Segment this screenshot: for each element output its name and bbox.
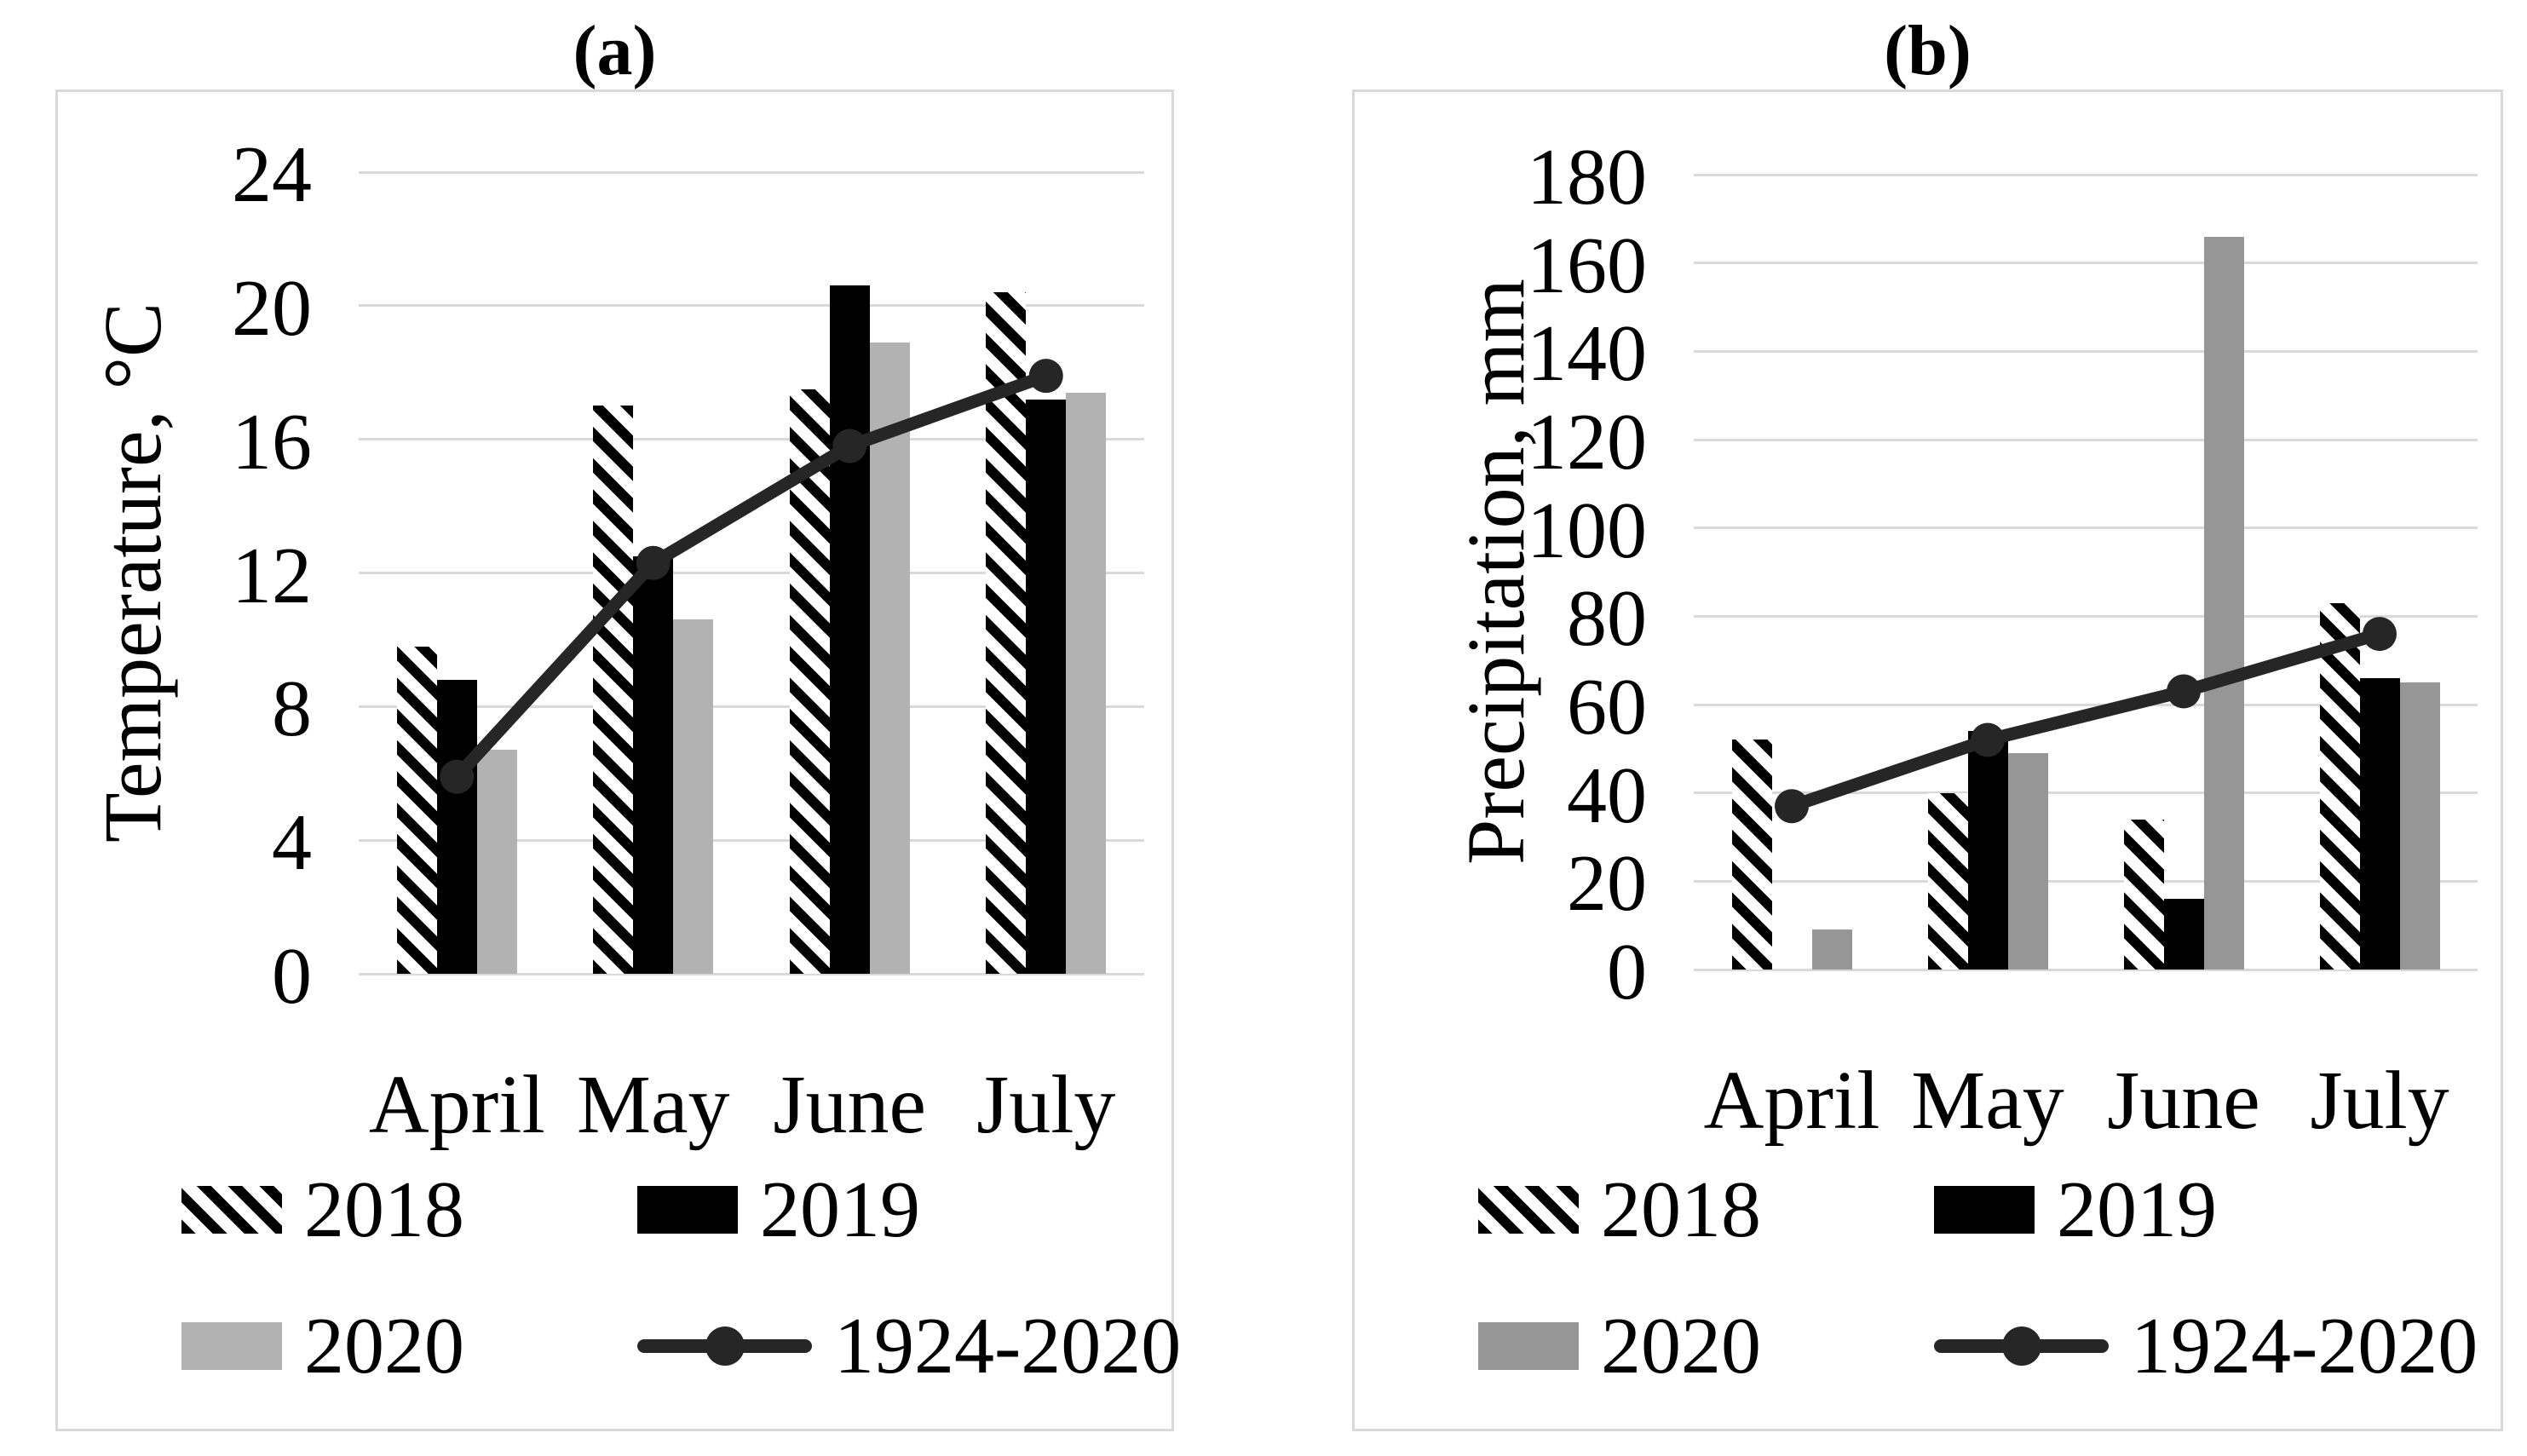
panel-a: Temperature, °C 24 20 16 12 8 4 0 April May June J… <box>55 89 1181 1431</box>
bar-2019-june <box>829 285 870 974</box>
bar-2019-may <box>633 555 674 974</box>
bar-2020-may <box>2007 753 2048 970</box>
legend-item-2018: 2018 <box>1478 1170 1761 1250</box>
y-tick-label: 0 <box>272 932 312 1021</box>
plot-area <box>359 170 1144 975</box>
legend-swatch-2019 <box>1934 1186 2035 1234</box>
bar-2020-july <box>1066 392 1107 974</box>
legend-item-1924-2020: 1924-2020 <box>1934 1306 2478 1386</box>
data-point-marker <box>1028 359 1063 394</box>
legend-label: 2019 <box>2057 1165 2217 1254</box>
x-tick-label: July <box>976 1059 1116 1151</box>
legend-label: 2020 <box>1601 1302 1761 1390</box>
legend-label: 2018 <box>304 1165 464 1254</box>
y-tick-label: 16 <box>232 397 312 486</box>
panel-b: Precipitation, mm 180 160 140 120 100 80 60 40 2… <box>1352 89 2503 1431</box>
y-tick-label: 0 <box>1607 928 1647 1016</box>
gridline <box>1694 173 2478 176</box>
y-tick-label: 4 <box>272 798 312 888</box>
panel-b-title: (b) <box>1884 11 1972 90</box>
gridline <box>1694 349 2478 353</box>
bar-2018-july <box>2319 602 2360 970</box>
legend-line-marker <box>705 1327 745 1366</box>
y-tick-label: 80 <box>1567 574 1647 664</box>
bar-2018-june <box>2123 819 2164 970</box>
bar-2020-june <box>869 342 910 974</box>
trend-line <box>452 370 1049 781</box>
legend-swatch-2018 <box>1478 1186 1579 1234</box>
bar-2018-april <box>396 646 437 974</box>
gridline <box>359 972 1144 975</box>
gridline <box>1694 527 2478 530</box>
bar-2019-july <box>2359 677 2400 970</box>
bar-2020-april <box>476 750 517 974</box>
legend-label: 1924-2020 <box>834 1302 1182 1390</box>
x-tick-label: June <box>2107 1055 2260 1147</box>
legend-label: 2019 <box>760 1165 920 1254</box>
y-tick-label: 20 <box>1567 839 1647 929</box>
gridline <box>359 170 1144 174</box>
gridline <box>359 838 1144 842</box>
panel-a-title: (a) <box>573 11 657 90</box>
legend-line-marker <box>2001 1327 2041 1366</box>
x-tick-label: April <box>368 1059 545 1151</box>
x-tick-label: April <box>1703 1055 1880 1147</box>
bar-2020-june <box>2203 236 2244 970</box>
data-point-marker <box>1775 789 1809 824</box>
legend-swatch-1924-2020 <box>1934 1322 2109 1370</box>
y-tick-label: 24 <box>232 130 312 219</box>
trend-line <box>1789 627 2382 813</box>
bar-2019-april <box>436 679 477 974</box>
legend-item-2020: 2020 <box>181 1306 464 1386</box>
x-tick-label: July <box>2310 1055 2449 1147</box>
y-tick-label: 8 <box>272 665 312 754</box>
y-tick-label: 60 <box>1567 663 1647 751</box>
bar-2020-may <box>673 619 714 974</box>
plot-area <box>1694 173 2478 971</box>
bar-2018-june <box>789 388 830 974</box>
y-tick-label: 20 <box>232 263 312 353</box>
legend-swatch-2020 <box>181 1322 282 1370</box>
bar-2020-april <box>1811 929 1852 970</box>
legend-item-1924-2020: 1924-2020 <box>637 1306 1181 1386</box>
bar-2018-april <box>1731 740 1772 970</box>
bar-2019-may <box>1967 731 2008 970</box>
legend-item-2018: 2018 <box>181 1170 464 1250</box>
legend-swatch-1924-2020 <box>637 1322 812 1370</box>
legend-label: 1924-2020 <box>2131 1302 2478 1390</box>
gridline <box>1694 614 2478 618</box>
y-tick-label: 160 <box>1527 221 1647 310</box>
bar-2020-july <box>2399 682 2440 970</box>
bar-2019-june <box>2163 899 2204 970</box>
x-tick-label: May <box>576 1059 730 1151</box>
bar-2018-may <box>593 406 634 974</box>
legend-swatch-2018 <box>181 1186 282 1234</box>
x-tick-label: May <box>1911 1055 2064 1147</box>
gridline <box>1694 879 2478 883</box>
data-point-marker <box>2363 617 2397 652</box>
y-tick-label: 40 <box>1567 751 1647 840</box>
legend-label: 2018 <box>1601 1165 1761 1254</box>
legend-item-2020: 2020 <box>1478 1306 1761 1386</box>
bar-2019-july <box>1026 399 1067 974</box>
bar-2018-may <box>1927 792 1968 970</box>
y-tick-label: 180 <box>1527 133 1647 222</box>
y-tick-label: 100 <box>1527 486 1647 575</box>
y-tick-label: 120 <box>1527 398 1647 486</box>
gridline <box>1694 968 2478 971</box>
x-tick-label: June <box>773 1059 927 1151</box>
legend-swatch-2020 <box>1478 1322 1579 1370</box>
legend-item-2019: 2019 <box>637 1170 920 1250</box>
legend-label: 2020 <box>304 1302 464 1390</box>
y-tick-label: 140 <box>1527 309 1647 399</box>
legend-item-2019: 2019 <box>1934 1170 2217 1250</box>
legend-swatch-2019 <box>637 1186 738 1234</box>
gridline <box>1694 262 2478 265</box>
y-tick-label: 12 <box>232 531 312 620</box>
bar-2018-july <box>986 292 1027 974</box>
gridline <box>359 304 1144 308</box>
gridline <box>1694 438 2478 441</box>
